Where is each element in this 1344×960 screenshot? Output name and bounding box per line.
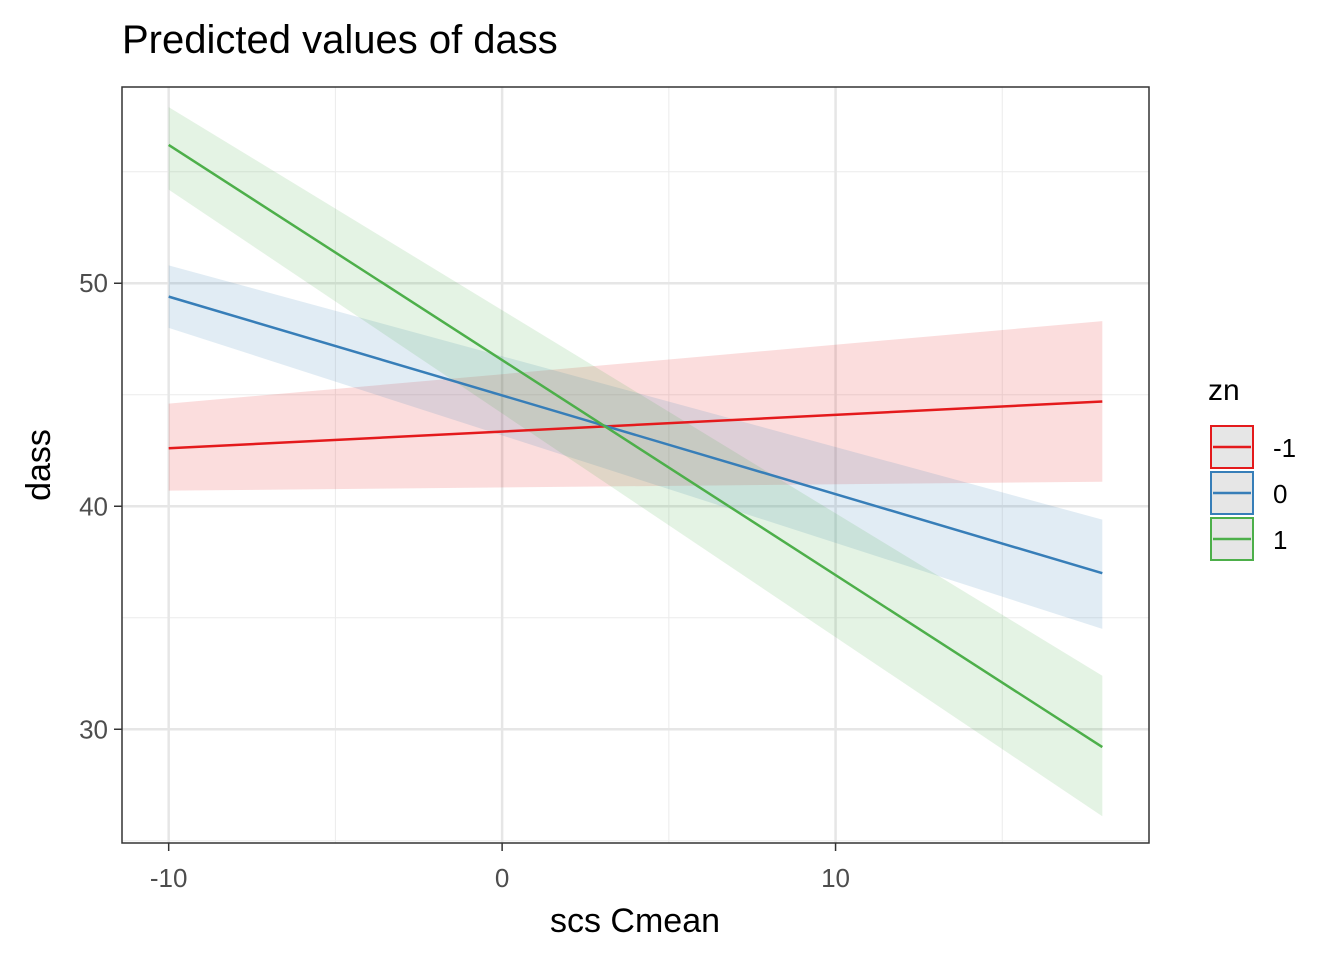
line-series-0 [168, 400, 1103, 450]
line-series-1 [168, 295, 1103, 575]
y-tick-label: 30 [79, 714, 108, 744]
series-lines [168, 143, 1103, 749]
x-tick-label: 0 [495, 863, 509, 893]
minor-gridlines [122, 87, 1149, 843]
legend-label-2: 1 [1273, 525, 1287, 555]
y-tick-label: 50 [79, 268, 108, 298]
x-axis: -10 0 10 [150, 843, 850, 893]
plot-border [121, 86, 1150, 844]
y-tick-label: 40 [79, 491, 108, 521]
x-tick-label: 10 [821, 863, 850, 893]
x-axis-title: scs Cmean [550, 902, 720, 940]
legend: zn -1 0 1 [1208, 374, 1296, 561]
x-tick-label: -10 [150, 863, 188, 893]
line-series-2 [168, 143, 1103, 749]
ribbon-series-0 [168, 321, 1103, 491]
y-axis-title: dass [20, 429, 58, 501]
legend-label-0: -1 [1273, 433, 1296, 463]
y-axis: 30 40 50 [79, 268, 122, 744]
legend-title: zn [1208, 374, 1240, 407]
plot-background [122, 87, 1149, 843]
ribbon-series-2 [168, 107, 1103, 817]
legend-label-1: 0 [1273, 479, 1287, 509]
chart-title: Predicted values of dass [122, 18, 558, 62]
major-gridlines [122, 87, 1149, 843]
